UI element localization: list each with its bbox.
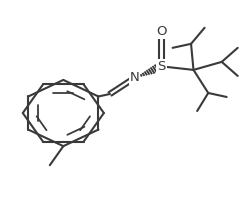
Text: N: N bbox=[130, 72, 139, 84]
Polygon shape bbox=[24, 76, 103, 150]
Text: S: S bbox=[157, 60, 166, 73]
Text: O: O bbox=[156, 25, 167, 38]
